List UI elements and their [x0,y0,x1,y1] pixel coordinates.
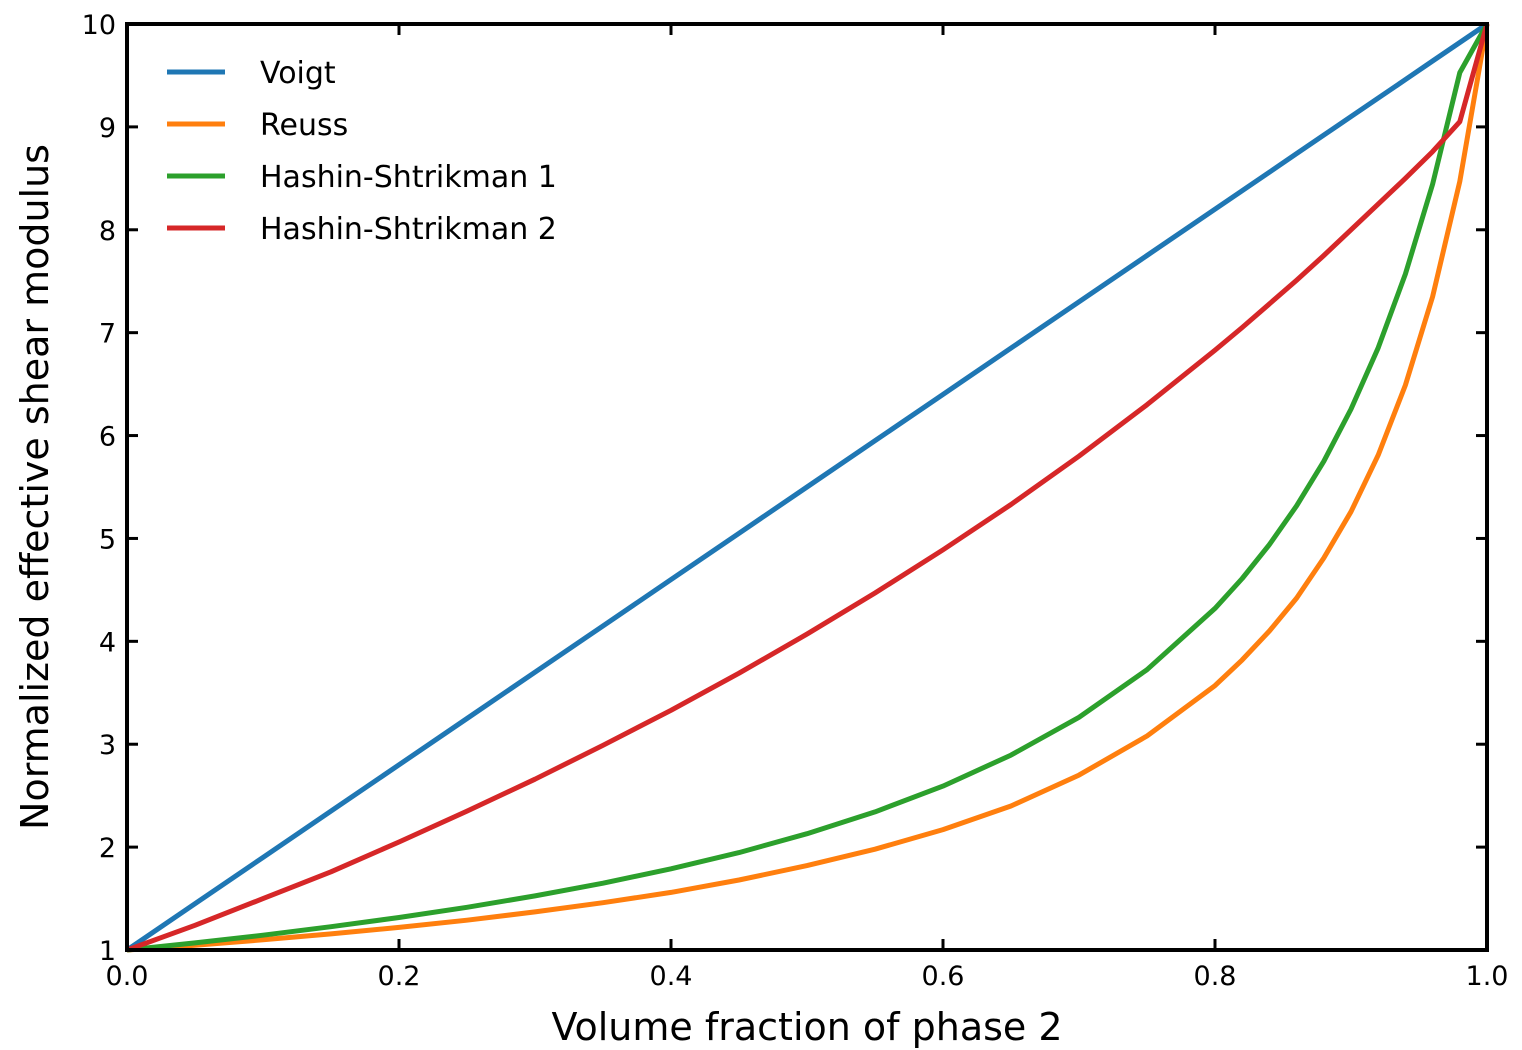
series-line-4 [126,23,1490,953]
series-line-3 [126,22,1490,953]
legend-label: Hashin-Shtrikman 2 [260,212,557,247]
x-tick-label: 0.0 [106,961,149,992]
x-tick-label: 0.8 [1194,961,1237,992]
legend-label: Voigt [260,56,336,91]
ticks-layer: 0.0 0.2 0.4 0.6 0.8 1.0 1 2 3 4 5 6 7 8 9 10 [82,10,1509,992]
plot-frame [125,22,1489,952]
legend-label: Hashin-Shtrikman 1 [260,160,557,195]
series-line-1 [125,21,1489,953]
series-line-2 [126,23,1490,953]
y-tick-label: 6 [99,422,116,453]
y-tick-label: 9 [99,113,116,144]
x-tick-label: 0.4 [650,961,693,992]
y-tick-label: 3 [99,730,116,761]
x-axis-title: Volume fraction of phase 2 [551,1005,1062,1049]
y-tick-label: 5 [99,524,116,555]
x-tick-label: 1.0 [1466,961,1509,992]
y-tick-label: 4 [99,627,116,658]
y-tick-label: 7 [99,319,116,350]
x-tick-label: 0.6 [922,961,965,992]
y-tick-label: 8 [99,216,116,247]
y-tick-label: 1 [99,936,116,967]
y-tick-label: 10 [82,10,116,41]
y-tick-label: 2 [99,833,116,864]
y-axis-title: Normalized effective shear modulus [13,144,57,830]
series-layer [125,21,1490,953]
x-tick-label: 0.2 [378,961,421,992]
legend: Voigt Reuss Hashin-Shtrikman 1 Hashin-Shtri… [167,56,557,247]
legend-label: Reuss [260,108,348,143]
